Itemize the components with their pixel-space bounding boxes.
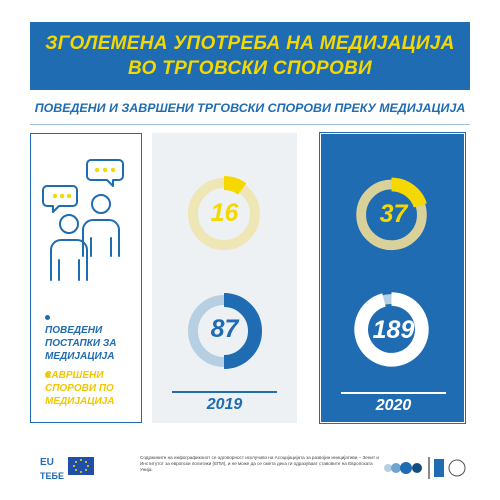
conducted-value-2020: 189 (372, 316, 415, 344)
panel-2019: 16 87 2019 (152, 133, 297, 423)
title-line-1: ЗГОЛЕМЕНА УПОТРЕБА НА МЕДИЈАЦИЈА (45, 33, 455, 54)
legend-panel: ПОВЕДЕНИ ПОСТАПКИ ЗА МЕДИЈАЦИЈА ЗАВРШЕНИ… (30, 133, 142, 423)
year-label-2019: 2019 (206, 396, 243, 413)
subtitle-divider (30, 124, 470, 125)
legend-completed-label: ЗАВРШЕНИ СПОРОВИ ПО МЕДИЈАЦИЈА (45, 370, 115, 407)
completed-value-2020: 37 (379, 200, 408, 228)
completed-donut-arc (223, 176, 247, 195)
legend-conducted: ПОВЕДЕНИ ПОСТАПКИ ЗА МЕДИЈАЦИЈА (45, 312, 141, 363)
eu-for-you-logo: EU ТЕБЕ (38, 454, 94, 482)
panel-2020-donuts (354, 177, 429, 367)
legend-conducted-dot (45, 315, 50, 320)
title-line-2: ВО ТРГОВСКИ СПОРОВИ (127, 58, 373, 79)
svg-text:EU: EU (40, 457, 54, 468)
legend-completed-dot (45, 372, 50, 377)
panel-2020: 37 189 2020 (319, 132, 466, 424)
year-divider-2020 (341, 392, 446, 394)
year-divider-2019 (172, 391, 277, 393)
footer: EU ТЕБЕ Содржините на инфографиконот се … (0, 445, 500, 500)
people-discussion-icon (42, 159, 124, 281)
conducted-donut-arc (223, 293, 262, 369)
title-banner: ЗГОЛЕМЕНА УПОТРЕБА НА МЕДИЈАЦИЈА ВО ТРГО… (30, 22, 470, 90)
subtitle: ПОВЕДЕНИ И ЗАВРШЕНИ ТРГОВСКИ СПОРОВИ ПРЕ… (34, 101, 466, 115)
year-label-2020: 2020 (375, 397, 412, 414)
svg-text:ТЕБЕ: ТЕБЕ (40, 471, 64, 481)
disclaimer-text: Содржините на инфографиконот се одговорн… (140, 455, 379, 472)
completed-value-2019: 16 (210, 199, 239, 227)
conducted-value-2019: 87 (210, 315, 239, 343)
panel-2019-donuts (188, 176, 262, 369)
conducted-donut-arc (354, 292, 429, 367)
completed-donut-arc (391, 177, 427, 208)
legend-completed: ЗАВРШЕНИ СПОРОВИ ПО МЕДИЈАЦИЈА (45, 369, 141, 408)
partner-logos (384, 457, 466, 479)
legend-conducted-label: ПОВЕДЕНИ ПОСТАПКИ ЗА МЕДИЈАЦИЈА (45, 325, 117, 362)
